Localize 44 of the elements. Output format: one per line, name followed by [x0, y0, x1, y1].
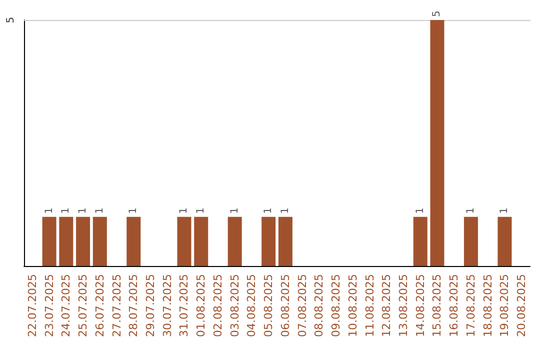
- data-label: 1: [78, 207, 89, 214]
- x-tick-label: 08.08.2025: [312, 274, 326, 338]
- data-label: 5: [432, 10, 443, 17]
- x-tick-label: 16.08.2025: [448, 274, 461, 338]
- data-label: 1: [229, 207, 240, 214]
- x-tick-label: 31.07.2025: [178, 274, 191, 338]
- x-tick-label: 26.07.2025: [93, 274, 106, 338]
- data-label: 1: [128, 207, 140, 214]
- x-tick-label: 22.07.2025: [26, 274, 39, 338]
- x-tick-label: 09.08.2025: [330, 274, 343, 338]
- data-label: 1: [60, 207, 72, 214]
- data-label: 1: [44, 207, 55, 214]
- x-tick-label: 18.08.2025: [481, 274, 494, 338]
- x-tick-label: 13.08.2025: [397, 274, 410, 338]
- x-tick-label: 23.07.2025: [42, 274, 56, 338]
- x-tick-label: 11.08.2025: [363, 274, 376, 338]
- x-tick-label: 24.07.2025: [60, 274, 73, 338]
- data-label: 1: [414, 207, 426, 214]
- x-tick-label: 07.08.2025: [296, 274, 309, 338]
- x-tick-label: 19.08.2025: [498, 274, 512, 338]
- x-tick-label: 15.08.2025: [430, 274, 444, 338]
- x-tick-label: 29.07.2025: [144, 274, 157, 338]
- data-label: 1: [196, 207, 207, 214]
- data-label: 1: [280, 207, 291, 214]
- x-tick-label: 25.07.2025: [76, 274, 90, 338]
- x-tick-label: 28.07.2025: [127, 274, 140, 338]
- x-tick-label: 06.08.2025: [278, 274, 292, 338]
- x-tick-label: 12.08.2025: [380, 274, 394, 338]
- data-label: 1: [178, 207, 190, 214]
- x-tick-label: 03.08.2025: [228, 274, 242, 338]
- x-tick-label: 20.08.2025: [515, 274, 528, 338]
- x-tick-label: 14.08.2025: [414, 274, 427, 338]
- data-label: 1: [263, 207, 274, 214]
- x-tick-label: 05.08.2025: [262, 274, 276, 338]
- data-label: 1: [465, 207, 476, 214]
- x-tick-label: 01.08.2025: [194, 274, 208, 338]
- data-label: 1: [94, 207, 106, 214]
- x-tick-label: 30.07.2025: [160, 274, 174, 338]
- x-tick-label: 10.08.2025: [346, 274, 360, 338]
- x-tick-label: 04.08.2025: [245, 274, 258, 338]
- x-tick-label: 17.08.2025: [464, 274, 478, 338]
- x-tick-label: 02.08.2025: [211, 274, 224, 338]
- data-label: 1: [499, 207, 510, 214]
- x-tick-label: 27.07.2025: [110, 274, 124, 338]
